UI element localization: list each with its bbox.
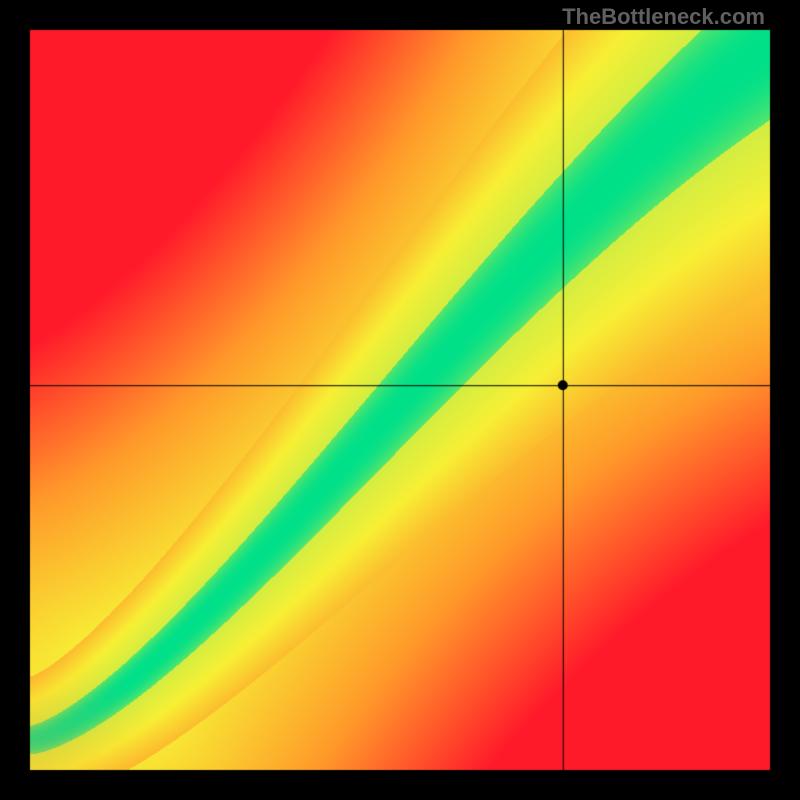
watermark-text: TheBottleneck.com: [562, 4, 765, 30]
chart-container: TheBottleneck.com: [0, 0, 800, 800]
bottleneck-heatmap: [0, 0, 800, 800]
